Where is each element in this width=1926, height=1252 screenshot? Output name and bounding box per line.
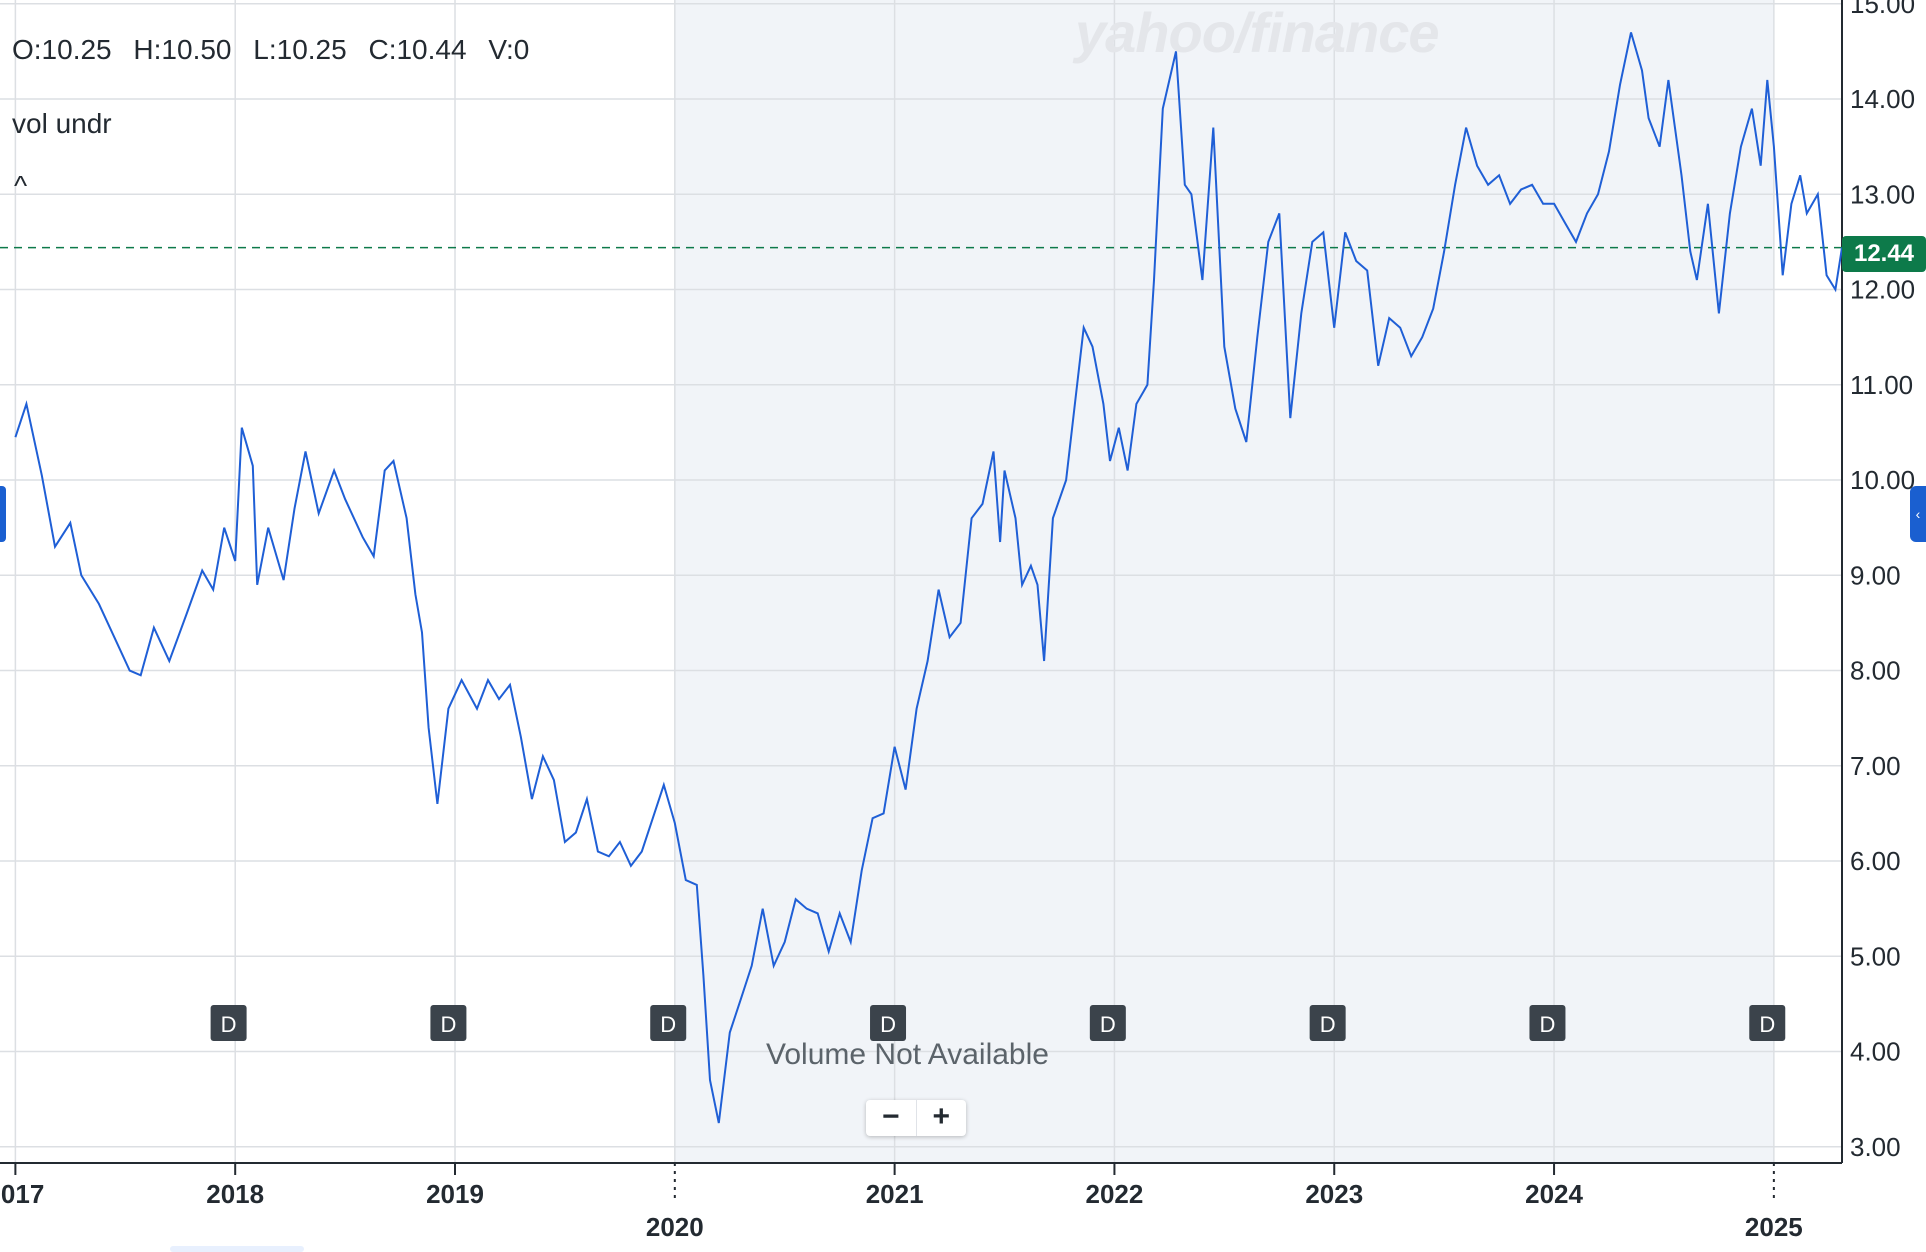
dividend-marker-label: D bbox=[440, 1012, 456, 1037]
dividend-marker-box bbox=[1309, 1005, 1346, 1041]
y-tick-label: 11.00 bbox=[1850, 370, 1913, 400]
dividend-marker[interactable]: D bbox=[870, 1005, 907, 1041]
dividend-marker-label: D bbox=[1320, 1012, 1336, 1037]
dividend-marker-label: D bbox=[1540, 1012, 1556, 1037]
grid-lines bbox=[0, 0, 1842, 1163]
dividend-marker-label: D bbox=[1100, 1012, 1116, 1037]
x-tick-label: 2017 bbox=[0, 1179, 44, 1209]
collapse-chevron-icon[interactable]: ^ bbox=[14, 170, 28, 201]
x-tick-label: 2018 bbox=[206, 1179, 264, 1209]
y-tick-label: 3.00 bbox=[1850, 1132, 1901, 1162]
x-tick-label: 2025 bbox=[1745, 1212, 1803, 1242]
y-tick-label: 13.00 bbox=[1850, 179, 1915, 209]
dividend-marker[interactable]: D bbox=[1309, 1005, 1346, 1041]
volume-value: V:0 bbox=[488, 34, 530, 65]
y-tick-label: 5.00 bbox=[1850, 941, 1901, 971]
x-tick-label: 2023 bbox=[1305, 1179, 1363, 1209]
x-tick-label: 2022 bbox=[1086, 1179, 1144, 1209]
dividend-marker[interactable]: D bbox=[1089, 1005, 1126, 1041]
open-value: O:10.25 bbox=[12, 34, 112, 65]
ohlc-readout: O:10.25 H:10.50 L:10.25 C:10.44 V:0 bbox=[12, 34, 543, 66]
x-tick-label: 2019 bbox=[426, 1179, 484, 1209]
y-tick-label: 12.00 bbox=[1850, 275, 1915, 305]
zoom-in-button[interactable]: + bbox=[915, 1100, 967, 1136]
dividend-marker[interactable]: D bbox=[1529, 1005, 1566, 1041]
y-tick-label: 14.00 bbox=[1850, 84, 1915, 114]
y-tick-label: 8.00 bbox=[1850, 656, 1901, 686]
dividend-marker[interactable]: D bbox=[430, 1005, 467, 1041]
x-tick-label: 2020 bbox=[646, 1212, 704, 1242]
dividend-marker-box bbox=[210, 1005, 247, 1041]
low-value: L:10.25 bbox=[253, 34, 347, 65]
high-value: H:10.50 bbox=[133, 34, 232, 65]
dividend-marker-label: D bbox=[880, 1012, 896, 1037]
y-tick-label: 10.00 bbox=[1850, 465, 1915, 495]
x-tick-label: 2021 bbox=[866, 1179, 924, 1209]
dividend-marker[interactable]: D bbox=[210, 1005, 247, 1041]
right-pan-handle[interactable]: ‹ bbox=[1910, 486, 1926, 542]
scrollbar-thumb[interactable] bbox=[170, 1246, 304, 1252]
dividend-marker-label: D bbox=[1759, 1012, 1775, 1037]
dividend-marker-box bbox=[650, 1005, 687, 1041]
volume-not-available-message: Volume Not Available bbox=[766, 1038, 1049, 1071]
y-tick-label: 4.00 bbox=[1850, 1037, 1901, 1067]
shaded-period bbox=[674, 0, 1774, 1163]
zoom-controls: − + bbox=[866, 1100, 966, 1136]
current-price-badge: 12.44 bbox=[1842, 236, 1926, 272]
dividend-marker[interactable]: D bbox=[1749, 1005, 1786, 1041]
dividend-marker-box bbox=[430, 1005, 467, 1041]
zoom-out-button[interactable]: − bbox=[881, 1100, 900, 1133]
left-pan-handle[interactable] bbox=[0, 486, 6, 542]
dividend-marker-box bbox=[870, 1005, 907, 1041]
y-tick-label: 7.00 bbox=[1850, 751, 1901, 781]
series-line bbox=[14, 32, 1843, 1124]
y-tick-label: 15.00 bbox=[1850, 0, 1915, 19]
dividend-marker-box bbox=[1089, 1005, 1126, 1041]
dividend-marker-box bbox=[1749, 1005, 1786, 1041]
dividend-marker-label: D bbox=[221, 1012, 237, 1037]
close-value: C:10.44 bbox=[368, 34, 467, 65]
dividend-marker-label: D bbox=[660, 1012, 676, 1037]
x-tick-label: 2024 bbox=[1525, 1179, 1583, 1209]
indicator-label: vol undr bbox=[12, 108, 112, 139]
y-tick-label: 9.00 bbox=[1850, 560, 1901, 590]
dividend-marker[interactable]: D bbox=[650, 1005, 687, 1041]
y-tick-label: 6.00 bbox=[1850, 846, 1901, 876]
dividend-marker-box bbox=[1529, 1005, 1566, 1041]
yahoo-finance-watermark: yahoo/finance bbox=[1075, 1, 1440, 64]
